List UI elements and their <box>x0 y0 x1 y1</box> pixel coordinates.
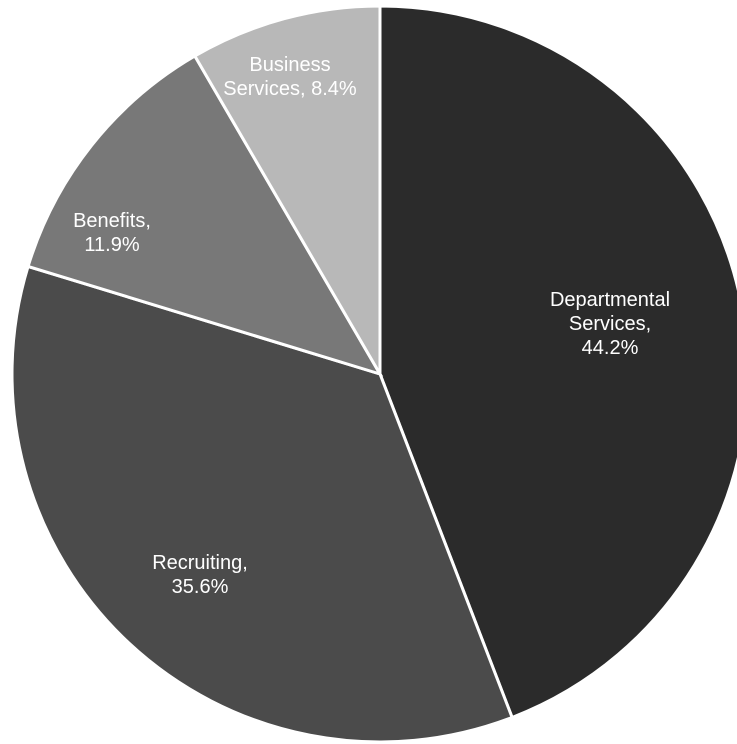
pie-label-line: 44.2% <box>582 337 639 359</box>
pie-label-line: Benefits, <box>73 210 151 232</box>
pie-slice-business-services <box>192 4 382 380</box>
pie-slice-recruiting <box>10 264 515 744</box>
pie-label-line: Services, <box>569 313 651 335</box>
pie-label-recruiting: Recruiting, 35.6% <box>152 552 248 598</box>
pie-slices <box>10 4 737 744</box>
pie-labels: Departmental Services, 44.2% Recruiting, 35.… <box>73 54 670 598</box>
pie-label-line: Departmental <box>550 289 670 311</box>
pie-label-line: Services, 8.4% <box>223 78 357 100</box>
pie-label-business-services: Business Services, 8.4% <box>223 54 357 100</box>
pie-slice-benefits <box>26 53 384 377</box>
pie-slice-departmental-services <box>378 4 737 720</box>
pie-label-line: Business <box>249 54 330 76</box>
pie-label-benefits: Benefits, 11.9% <box>73 210 151 256</box>
pie-label-line: 35.6% <box>172 576 229 598</box>
pie-label-line: 11.9% <box>84 234 139 256</box>
pie-label-line: Recruiting, <box>152 552 248 574</box>
pie-label-departmental-services: Departmental Services, 44.2% <box>550 289 670 359</box>
